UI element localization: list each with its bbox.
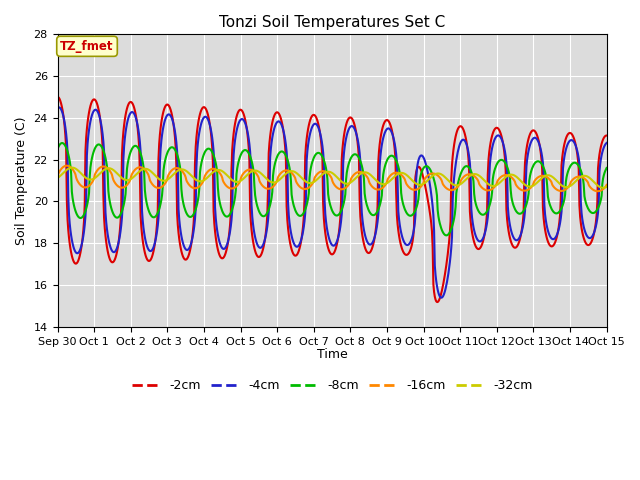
- Legend: -2cm, -4cm, -8cm, -16cm, -32cm: -2cm, -4cm, -8cm, -16cm, -32cm: [127, 374, 538, 397]
- X-axis label: Time: Time: [317, 348, 348, 361]
- Y-axis label: Soil Temperature (C): Soil Temperature (C): [15, 116, 28, 245]
- Text: TZ_fmet: TZ_fmet: [60, 40, 114, 53]
- Title: Tonzi Soil Temperatures Set C: Tonzi Soil Temperatures Set C: [219, 15, 445, 30]
